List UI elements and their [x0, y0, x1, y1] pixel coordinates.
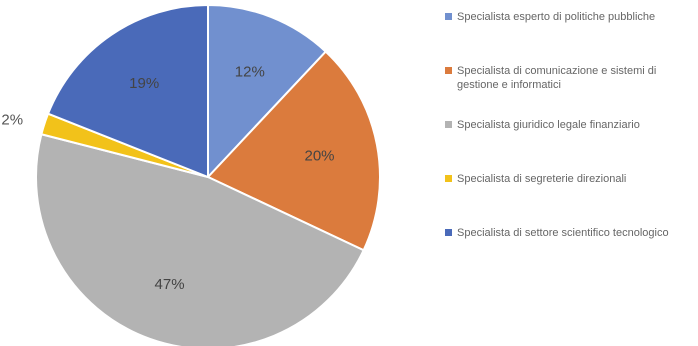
legend-swatch [445, 229, 452, 236]
pie-chart: 12% 20% 47% 2% 19% [1, 3, 381, 346]
legend-label: Specialista di settore scientifico tecno… [457, 227, 669, 239]
legend-item-comunicazione: Specialista di comunicazione e sistemi d… [445, 64, 695, 118]
legend-label: Specialista di segreterie direzionali [457, 173, 627, 185]
legend-item-giuridico: Specialista giuridico legale finanziario [445, 118, 695, 172]
legend-item-segreterie: Specialista di segreterie direzionali [445, 172, 695, 226]
legend-label: Specialista giuridico legale finanziario [457, 119, 640, 131]
slice-data-label: 19% [129, 75, 159, 92]
pie-slice [46, 3, 209, 179]
slice-data-label: 47% [155, 276, 185, 293]
pie-slice [35, 133, 365, 346]
legend-label: Specialista esperto di politiche pubblic… [457, 11, 656, 23]
legend: Specialista esperto di politiche pubblic… [445, 10, 695, 280]
legend-item-politiche: Specialista esperto di politiche pubblic… [445, 10, 695, 64]
pie-slice [206, 50, 381, 252]
slice-data-label: 20% [304, 148, 334, 165]
slice-data-label: 12% [235, 63, 265, 80]
pie-slice [207, 3, 328, 180]
legend-item-scientifico: Specialista di settore scientifico tecno… [445, 226, 695, 280]
slice-data-label: 2% [1, 112, 23, 129]
legend-swatch [445, 67, 452, 74]
legend-swatch [445, 13, 452, 20]
legend-swatch [445, 121, 452, 128]
legend-swatch [445, 175, 452, 182]
legend-label: Specialista di comunicazione e sistemi d… [457, 65, 657, 91]
